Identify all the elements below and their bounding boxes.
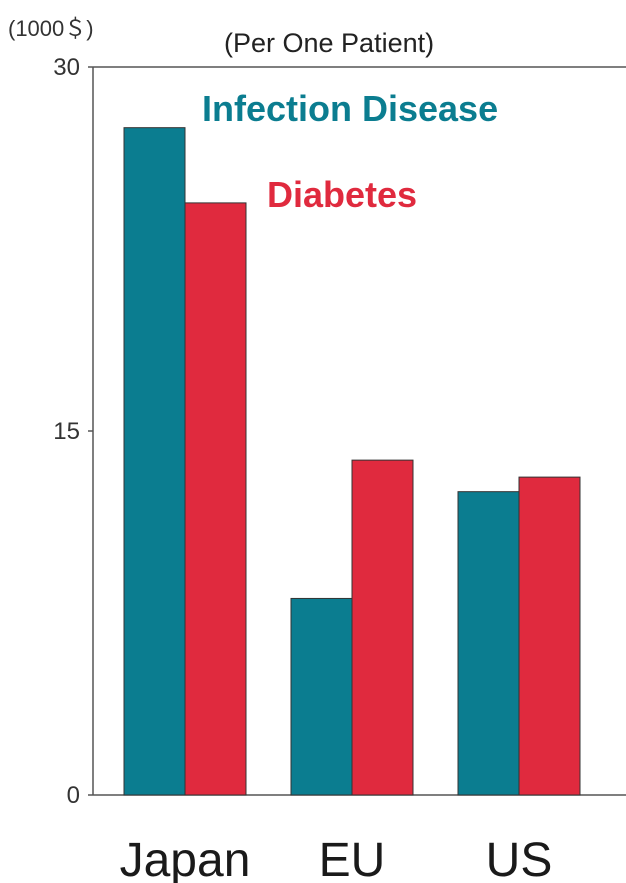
category-label-eu: EU [319,834,386,883]
bar-japan-diabetes [184,202,247,796]
y-tick-label-15: 15 [53,418,80,445]
bars [123,127,581,796]
y-tick-label-30: 30 [53,54,80,81]
bar-eu-infection-disease [290,597,353,796]
bar-us-infection-disease [457,491,520,796]
unit-label: (1000＄) [8,16,94,41]
chart-title: (Per One Patient) [224,28,434,58]
bar-eu-diabetes [351,459,414,796]
legend-diabetes: Diabetes [267,174,417,215]
legend: Infection Disease Diabetes [202,88,498,215]
legend-infection-disease: Infection Disease [202,88,498,129]
category-label-us: US [486,834,553,883]
bar-us-diabetes [518,476,581,796]
category-labels: Japan EU US [120,834,553,883]
y-tick-label-0: 0 [67,782,80,809]
category-label-japan: Japan [120,834,251,883]
y-ticks: 0 15 30 [53,54,93,809]
bar-japan-infection-disease [123,127,186,796]
